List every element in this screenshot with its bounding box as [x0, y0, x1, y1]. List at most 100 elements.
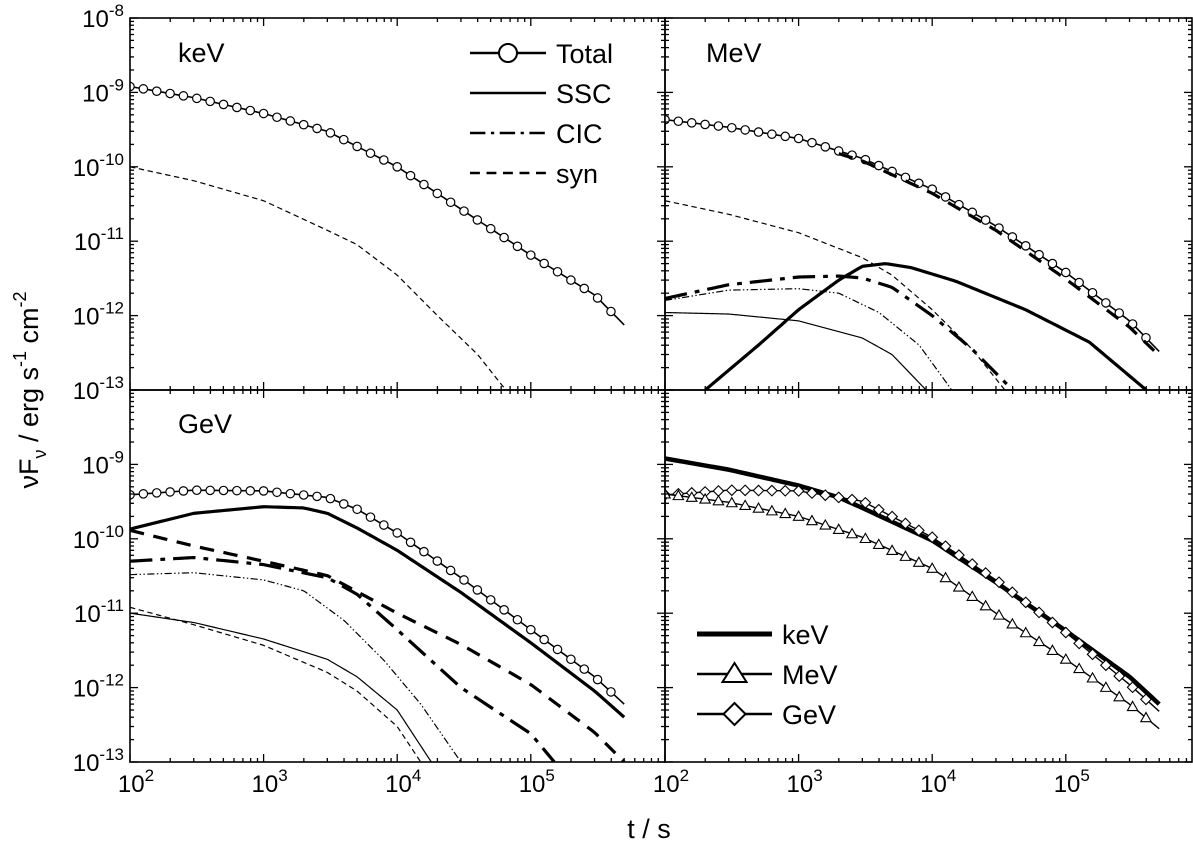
series-total-marker	[338, 499, 349, 509]
series-total-marker	[205, 485, 215, 496]
series-total-marker	[873, 160, 884, 171]
series-total-marker	[592, 293, 603, 303]
series-mev-marker	[966, 590, 979, 602]
series-mev-marker	[979, 599, 992, 611]
panel-frame	[664, 389, 1193, 763]
panel-frame	[129, 389, 666, 763]
series-ssc-bold-line	[704, 262, 1148, 390]
series-mev-marker	[1019, 626, 1032, 638]
x-ticks	[129, 390, 659, 762]
series-total-line	[130, 489, 625, 705]
series-total-marker	[232, 102, 242, 113]
series-total-marker	[459, 575, 469, 585]
series-total-marker	[780, 131, 791, 142]
series-total-marker	[820, 142, 831, 152]
series-mev-marker	[1126, 700, 1139, 712]
legend-marker	[720, 661, 749, 683]
series-total-marker	[205, 96, 215, 107]
series-ssc-thin-line	[130, 612, 432, 762]
series-total-marker	[392, 162, 402, 172]
series-gev-marker	[1139, 693, 1152, 706]
series-total-marker	[900, 172, 911, 183]
series-group	[130, 81, 625, 390]
series-total-marker	[258, 108, 269, 119]
panel-keV: 10-8 10-9 10-10 10-11 10-12 10-13 keV Total SSC C…	[73, 1, 666, 405]
series-mev-marker	[939, 571, 952, 583]
series-cic-bold-line	[665, 274, 1014, 390]
series-cic-thin-line	[665, 288, 953, 390]
series-total-marker	[272, 487, 282, 498]
legend-label: CIC	[556, 119, 603, 149]
series-gev-marker	[1073, 637, 1086, 650]
series-gev-marker	[1059, 626, 1072, 639]
series-total-marker	[472, 215, 483, 225]
series-total-marker	[138, 489, 149, 499]
x-tick-label: 104	[920, 766, 956, 798]
series-total-marker	[165, 487, 175, 497]
legend-marker	[722, 701, 747, 727]
y-ticks	[130, 389, 665, 763]
series-total-marker	[606, 306, 616, 317]
series-total-marker	[579, 664, 590, 674]
series-gev-marker	[1019, 596, 1032, 609]
series-total-marker	[552, 644, 563, 655]
series-total-marker	[673, 116, 684, 127]
series-total-marker	[445, 197, 456, 208]
series-total-marker	[459, 206, 469, 216]
series-total-marker	[232, 485, 242, 496]
x-axis-title: t / s	[627, 814, 671, 842]
series-total-marker	[1114, 308, 1125, 318]
legend-label: keV	[782, 620, 829, 650]
series-kev-line	[665, 456, 1161, 706]
series-total-marker	[138, 84, 149, 94]
series-mev-marker	[1099, 681, 1113, 692]
y-tick-label: 10-12	[73, 671, 124, 703]
legend-label: syn	[556, 159, 598, 189]
series-total-marker	[178, 91, 189, 101]
series-total-marker	[1020, 241, 1031, 251]
series-total-marker	[432, 556, 443, 566]
series-gev-marker	[779, 484, 792, 497]
series-total-marker	[245, 485, 256, 496]
series-mev-marker	[912, 556, 925, 567]
y-ticks	[665, 17, 1192, 391]
series-mev-marker	[1139, 711, 1153, 723]
series-total-marker	[419, 546, 429, 557]
series-total-marker	[192, 485, 202, 496]
y-tick-label: 10-8	[82, 1, 124, 33]
series-mev-marker	[872, 538, 885, 550]
series-mev-marker	[926, 562, 939, 573]
series-mev-marker	[672, 489, 685, 501]
series-mev-marker	[725, 496, 738, 508]
series-total-marker	[552, 266, 563, 277]
series-total-marker	[419, 179, 429, 190]
series-total-marker	[499, 232, 509, 243]
series-mev-marker	[739, 499, 752, 511]
series-total-marker	[338, 134, 349, 145]
panel-GeV: 10-9 10-10 10-11 10-12 10-13 GeV	[73, 389, 666, 777]
x-tick-label: 105	[519, 766, 555, 798]
series-gev-marker	[912, 524, 925, 537]
series-mev-marker	[752, 501, 765, 513]
series-total-marker	[940, 192, 951, 202]
y-tick-label: 10-9	[82, 75, 124, 107]
series-total-marker	[525, 250, 536, 260]
series-mev-marker	[1073, 662, 1086, 674]
series-total-marker	[485, 595, 496, 605]
series-gev-marker	[859, 496, 872, 509]
series-mev-marker	[712, 494, 725, 506]
legend: keV MeV GeV	[697, 620, 838, 730]
y-tick-label: 10-13	[73, 745, 124, 777]
series-mev-marker	[1046, 644, 1059, 655]
series-mev-marker	[992, 608, 1006, 620]
series-ssc-bold-line	[130, 505, 626, 719]
series-gev-marker	[846, 493, 859, 506]
series-cic-bold-line	[130, 555, 556, 762]
panel-label: MeV	[706, 38, 762, 68]
y-tick-label: 10-13	[73, 373, 124, 405]
series-group	[665, 456, 1161, 730]
series-total-marker	[245, 105, 256, 116]
series-mev-marker	[859, 532, 872, 544]
series-total-marker	[365, 512, 376, 522]
